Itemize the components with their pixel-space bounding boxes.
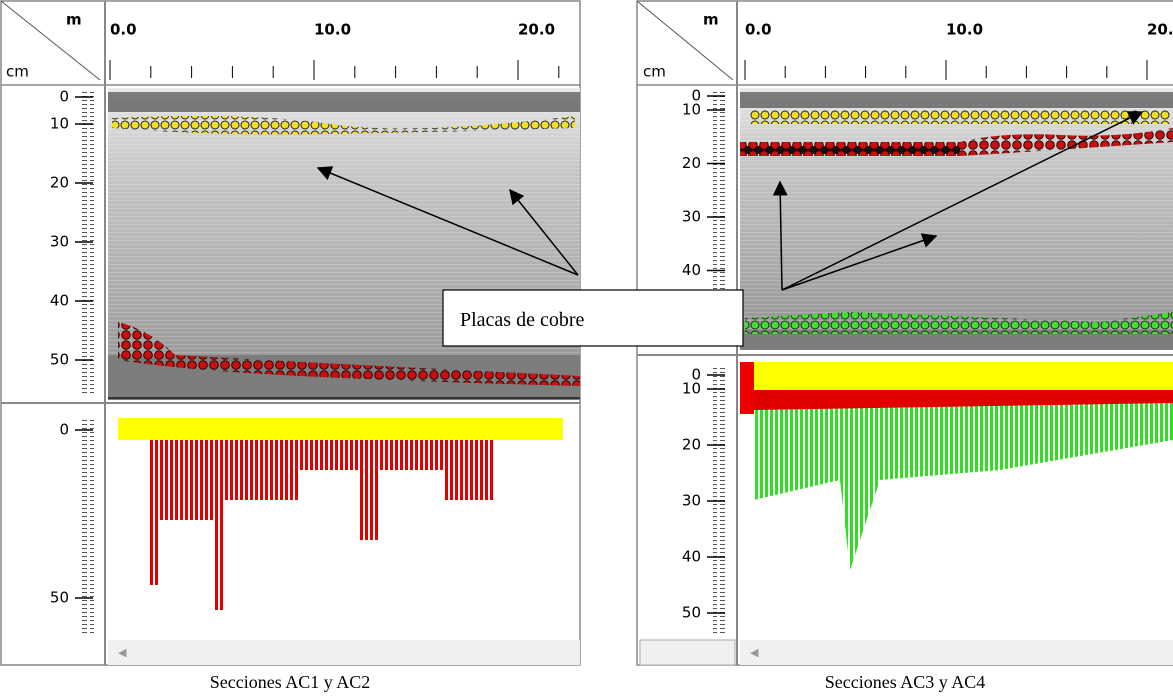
depth-tick-label: 10 bbox=[682, 101, 701, 119]
lower-depth-tick-label: 20 bbox=[682, 436, 701, 454]
depth-ruler bbox=[82, 420, 94, 635]
depth-tick-label: 0 bbox=[59, 88, 69, 106]
scrollbar[interactable] bbox=[740, 640, 1173, 665]
depth-tick-label: 50 bbox=[50, 351, 69, 369]
surface-reflection bbox=[740, 92, 1173, 108]
surface-reflection bbox=[108, 92, 580, 112]
y-unit: cm bbox=[643, 63, 666, 81]
depth-ruler bbox=[713, 368, 725, 636]
lower-depth-tick-label: 10 bbox=[682, 380, 701, 398]
layer-picks-red bbox=[740, 128, 1173, 156]
corner-diagonal bbox=[0, 0, 101, 81]
x-tick-label: 20.0 bbox=[518, 21, 555, 39]
radargram-texture bbox=[108, 88, 580, 400]
arrow bbox=[509, 188, 579, 276]
arrow bbox=[781, 111, 1144, 291]
x-tick-label: 20.0 bbox=[1147, 21, 1173, 39]
lower-depth-tick-label: 0 bbox=[59, 421, 69, 439]
thickness-band-yellow bbox=[118, 418, 563, 440]
depth-tick-label: 0 bbox=[691, 87, 701, 105]
layer-picks-red bbox=[118, 322, 580, 386]
depth-tick-label: 20 bbox=[50, 174, 69, 192]
layer-picks-yellow bbox=[112, 116, 575, 135]
lower-depth-tick-label: 30 bbox=[682, 492, 701, 510]
y-unit: cm bbox=[6, 63, 29, 81]
callout: Placas de cobre bbox=[316, 111, 1144, 347]
lower-depth-tick-label: 50 bbox=[50, 589, 69, 607]
lower-depth-tick-label: 50 bbox=[682, 604, 701, 622]
arrow bbox=[316, 166, 579, 276]
layer-picks-yellow bbox=[750, 110, 1170, 124]
status-box bbox=[639, 639, 736, 666]
caption: Secciones AC3 y AC4 bbox=[825, 672, 986, 692]
depth-tick-label: 40 bbox=[682, 261, 701, 279]
x-unit: m bbox=[66, 11, 82, 29]
arrow bbox=[772, 180, 788, 291]
scrollbar[interactable] bbox=[108, 640, 580, 665]
lower-depth-tick-label: 40 bbox=[682, 548, 701, 566]
caption: Secciones AC1 y AC2 bbox=[210, 672, 371, 692]
scroll-arrow[interactable]: ◀ bbox=[118, 646, 127, 659]
depth-tick-label: 10 bbox=[50, 115, 69, 133]
lower-depth-tick-label: 0 bbox=[691, 366, 701, 384]
callout-box bbox=[442, 289, 744, 347]
thickness-bar-red bbox=[740, 362, 754, 414]
deep-zone bbox=[740, 330, 1173, 350]
callout-text: Placas de cobre bbox=[460, 309, 585, 331]
x-tick-label: 0.0 bbox=[745, 21, 772, 39]
depth-tick-label: 30 bbox=[682, 208, 701, 226]
radargram-texture bbox=[740, 88, 1173, 350]
arrow bbox=[781, 233, 938, 291]
thickness-bars-green bbox=[754, 403, 1173, 570]
scroll-arrow[interactable]: ◀ bbox=[750, 646, 759, 659]
thickness-bars-red bbox=[122, 440, 495, 610]
x-tick-label: 10.0 bbox=[946, 21, 983, 39]
depth-tick-label: 40 bbox=[50, 292, 69, 310]
left-panel: ◀ bbox=[0, 0, 581, 666]
depth-tick-label: 30 bbox=[50, 233, 69, 251]
depth-tick-label: 20 bbox=[682, 154, 701, 172]
x-unit: m bbox=[703, 11, 719, 29]
corner-diagonal bbox=[636, 0, 734, 81]
x-tick-label: 10.0 bbox=[314, 21, 351, 39]
x-tick-label: 0.0 bbox=[110, 21, 137, 39]
thickness-band-yellow bbox=[754, 362, 1173, 390]
layer-picks-green bbox=[745, 312, 1173, 334]
